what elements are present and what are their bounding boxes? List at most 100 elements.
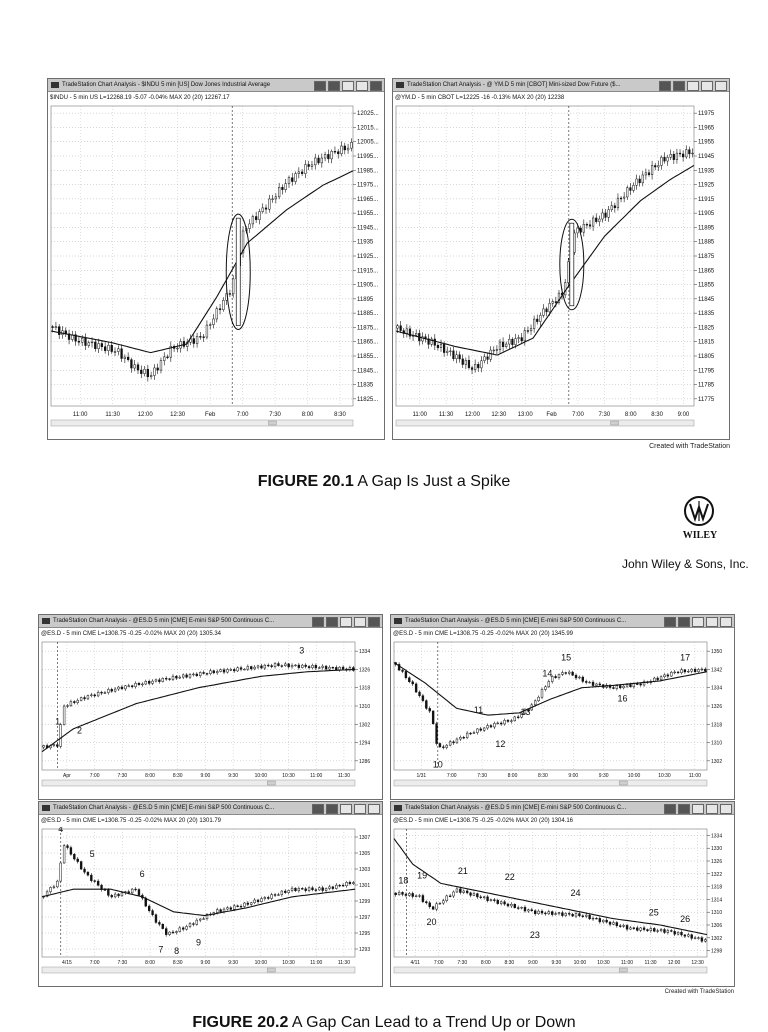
horizontal-scrollbar <box>395 419 695 427</box>
toolbar-icon[interactable] <box>326 804 338 814</box>
candle-body <box>137 889 141 896</box>
x-tick-label: 8:30 <box>504 960 514 966</box>
window-titlebar[interactable]: TradeStation Chart Analysis - @ES.D 5 mi… <box>391 615 734 628</box>
candle-body <box>448 741 452 746</box>
candle-body <box>175 675 178 679</box>
toolbar-icon[interactable] <box>312 617 324 627</box>
candle-body <box>408 893 411 896</box>
window-titlebar[interactable]: TradeStation Chart Analysis - @ES.D 5 mi… <box>39 802 382 815</box>
candle-body <box>608 921 612 925</box>
candle-body <box>568 913 571 915</box>
candle-body <box>151 910 154 915</box>
plot-area <box>393 828 708 958</box>
minimize-icon[interactable] <box>692 804 704 814</box>
candle-body <box>459 737 462 740</box>
publisher-name: John Wiley & Sons, Inc. <box>622 557 749 571</box>
candle-body <box>333 151 337 153</box>
y-tick-label: 1307 <box>359 835 370 841</box>
maximize-icon[interactable] <box>354 617 366 627</box>
window-buttons <box>664 804 732 814</box>
close-icon[interactable] <box>720 617 732 627</box>
window-buttons <box>312 804 380 814</box>
candle-body <box>682 153 685 158</box>
close-icon[interactable] <box>368 617 380 627</box>
close-icon[interactable] <box>370 81 382 91</box>
toolbar-icon[interactable] <box>664 617 676 627</box>
toolbar-icon[interactable] <box>314 81 326 91</box>
candle-body <box>399 325 402 331</box>
candle-body <box>537 910 540 914</box>
maximize-icon[interactable] <box>356 81 368 91</box>
candle-body <box>297 888 301 892</box>
window-titlebar[interactable]: TradeStation Chart Analysis - @ES.D 5 mi… <box>391 802 734 815</box>
minimize-icon[interactable] <box>687 81 699 91</box>
candle-body <box>294 173 297 182</box>
candle-body <box>612 922 615 925</box>
candle-body <box>678 152 682 155</box>
y-tick-label: 11885 <box>698 240 715 246</box>
candle-body <box>179 341 182 349</box>
toolbar-icon[interactable] <box>328 81 340 91</box>
maximize-icon[interactable] <box>701 81 713 91</box>
candle-body <box>581 915 585 917</box>
candle-body <box>307 887 311 891</box>
candle-body <box>704 939 707 942</box>
candle-body <box>476 728 479 733</box>
candle-body <box>130 888 134 894</box>
candle-body <box>462 890 465 893</box>
minimize-icon[interactable] <box>342 81 354 91</box>
candle-body <box>304 664 307 667</box>
bar-label: 16 <box>617 693 627 703</box>
toolbar-icon[interactable] <box>659 81 671 91</box>
toolbar-icon[interactable] <box>678 617 690 627</box>
minimize-icon[interactable] <box>340 617 352 627</box>
x-tick-label: Apr <box>63 773 71 779</box>
y-tick-label: 1334 <box>711 686 722 692</box>
y-tick-label: 1322 <box>711 872 722 878</box>
candle-body <box>96 691 100 697</box>
chart-window-es-top-right: TradeStation Chart Analysis - @ES.D 5 mi… <box>390 614 735 800</box>
maximize-icon[interactable] <box>354 804 366 814</box>
minimize-icon[interactable] <box>692 617 704 627</box>
candle-body <box>401 669 404 672</box>
x-tick-label: 9:00 <box>678 412 690 418</box>
candle-body <box>605 919 608 923</box>
window-buttons <box>659 81 727 91</box>
window-titlebar[interactable]: TradeStation Chart Analysis - @ YM.D 5 m… <box>393 79 729 92</box>
toolbar-icon[interactable] <box>678 804 690 814</box>
close-icon[interactable] <box>368 804 380 814</box>
candle-body <box>331 886 335 889</box>
toolbar-icon[interactable] <box>326 617 338 627</box>
candle-body <box>520 337 523 342</box>
close-icon[interactable] <box>720 804 732 814</box>
maximize-icon[interactable] <box>706 617 718 627</box>
moving-average-line <box>395 164 695 356</box>
y-tick-label: 1334 <box>711 833 722 839</box>
candle-body <box>452 891 455 897</box>
toolbar-icon[interactable] <box>312 804 324 814</box>
scrollbar-thumb <box>619 780 628 786</box>
candle-body <box>117 348 120 352</box>
window-titlebar[interactable]: TradeStation Chart Analysis - $INDU 5 mi… <box>48 79 384 92</box>
maximize-icon[interactable] <box>706 804 718 814</box>
minimize-icon[interactable] <box>340 804 352 814</box>
y-tick-label: 1310 <box>359 704 370 710</box>
candle-body <box>496 722 499 725</box>
candle-body <box>113 351 117 353</box>
tradestation-icon <box>51 82 59 88</box>
toolbar-icon[interactable] <box>673 81 685 91</box>
close-icon[interactable] <box>715 81 727 91</box>
scrollbar-thumb <box>619 967 628 973</box>
candle-body <box>461 358 464 365</box>
toolbar-icon[interactable] <box>664 804 676 814</box>
symbol-info: @ES.D - 5 min CME L=1308.75 -0.25 -0.02%… <box>41 631 222 637</box>
candle-body <box>534 910 537 914</box>
window-titlebar[interactable]: TradeStation Chart Analysis - @ES.D 5 mi… <box>39 615 382 628</box>
candle-body <box>435 723 438 744</box>
caption-label: FIGURE 20.1 <box>257 473 354 490</box>
candle-body <box>178 676 181 679</box>
candle-body <box>147 681 151 684</box>
x-tick-label: 4/15 <box>62 960 72 966</box>
candle-body <box>229 907 233 910</box>
